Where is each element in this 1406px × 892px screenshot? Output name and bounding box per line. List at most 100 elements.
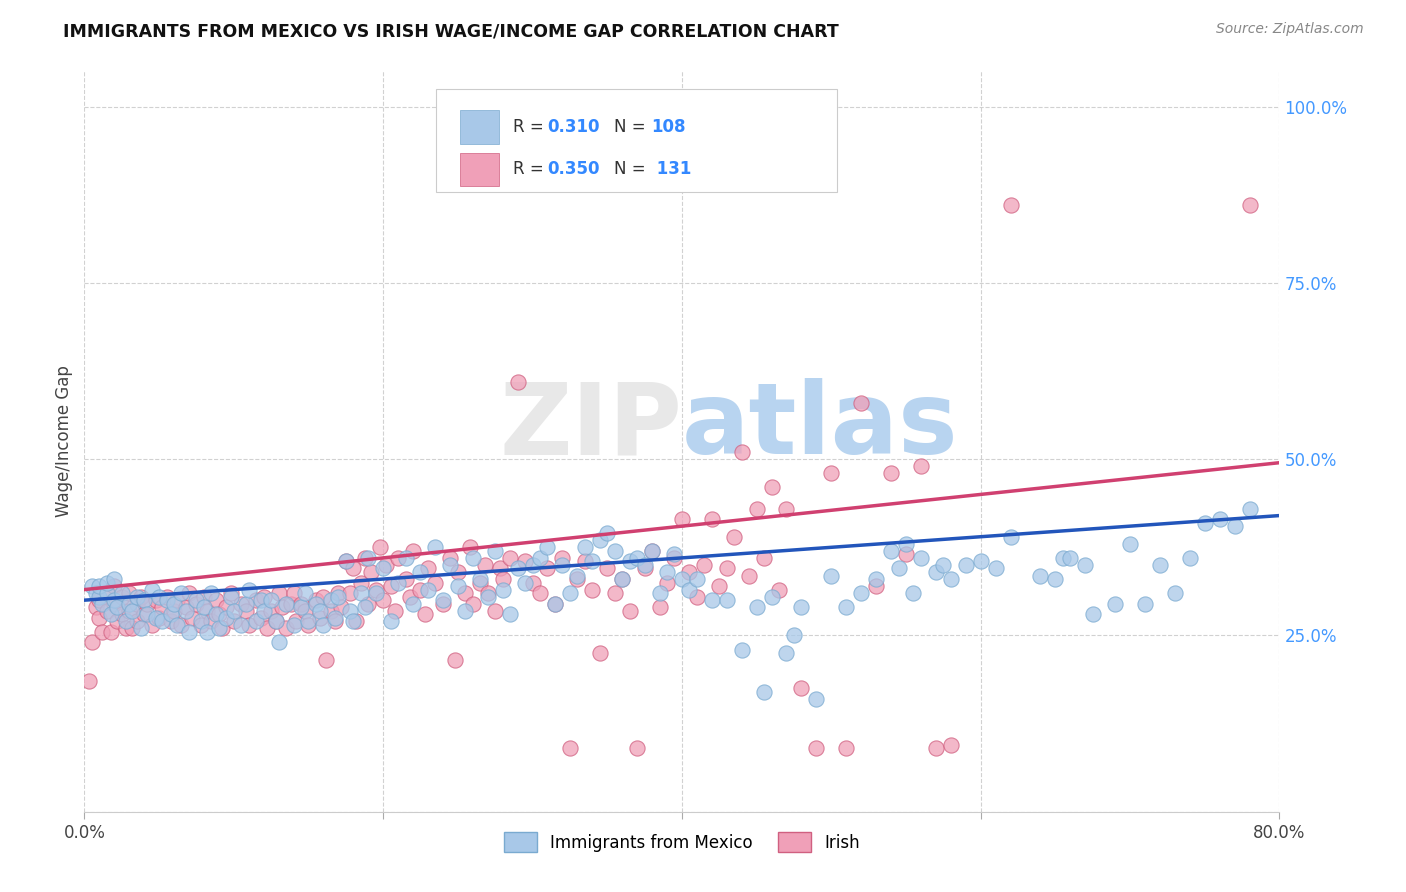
Point: [253, 604, 276, 618]
Point: [470, 572, 492, 586]
Point: [700, 593, 723, 607]
Point: [274, 597, 297, 611]
Point: [211, 621, 233, 635]
Point: [731, 445, 754, 459]
Point: [190, 615, 212, 629]
Point: [458, 541, 481, 555]
Point: [380, 579, 402, 593]
Point: [328, 586, 350, 600]
Point: [612, 572, 634, 586]
Point: [373, 593, 395, 607]
Point: [678, 565, 700, 579]
Text: atlas: atlas: [682, 378, 959, 475]
Point: [160, 615, 183, 629]
Point: [96, 586, 118, 600]
Point: [865, 579, 887, 593]
Point: [121, 621, 143, 635]
Point: [294, 586, 316, 600]
Point: [851, 396, 873, 410]
Point: [574, 554, 596, 568]
Point: [136, 597, 159, 611]
Point: [253, 590, 276, 604]
Point: [387, 550, 409, 565]
Point: [1133, 597, 1156, 611]
Point: [350, 586, 373, 600]
Point: [96, 604, 118, 618]
Point: [1239, 198, 1261, 212]
Point: [219, 590, 242, 604]
Text: N =: N =: [614, 118, 651, 136]
Point: [596, 561, 619, 575]
Point: [686, 572, 709, 586]
Point: [731, 642, 754, 657]
Point: [416, 582, 439, 597]
Point: [439, 558, 461, 572]
Point: [111, 607, 134, 622]
Point: [148, 590, 170, 604]
Point: [745, 600, 768, 615]
Point: [132, 593, 156, 607]
Point: [118, 586, 141, 600]
Point: [267, 586, 290, 600]
Point: [910, 459, 932, 474]
Point: [121, 604, 143, 618]
Point: [492, 572, 515, 586]
Point: [136, 607, 159, 622]
Point: [219, 586, 242, 600]
Point: [461, 597, 484, 611]
Point: [91, 597, 114, 611]
Point: [342, 561, 364, 575]
Legend: Immigrants from Mexico, Irish: Immigrants from Mexico, Irish: [496, 825, 868, 859]
Point: [328, 590, 350, 604]
Point: [155, 590, 177, 604]
Point: [768, 582, 790, 597]
Point: [285, 615, 308, 629]
Point: [357, 597, 380, 611]
Point: [551, 558, 574, 572]
Point: [761, 480, 783, 494]
Point: [1000, 198, 1022, 212]
Point: [118, 604, 141, 618]
Point: [461, 550, 484, 565]
Point: [186, 597, 208, 611]
Point: [111, 586, 134, 600]
Point: [447, 579, 470, 593]
Point: [484, 604, 506, 618]
Point: [384, 604, 406, 618]
Point: [544, 597, 567, 611]
Point: [932, 558, 955, 572]
Point: [181, 611, 204, 625]
Point: [103, 572, 125, 586]
Point: [716, 561, 738, 575]
Point: [238, 618, 260, 632]
Point: [641, 544, 664, 558]
Text: R =: R =: [513, 161, 550, 178]
Text: 131: 131: [651, 161, 692, 178]
Text: ZIP: ZIP: [499, 378, 682, 475]
Point: [166, 593, 188, 607]
Point: [357, 550, 380, 565]
Point: [447, 565, 470, 579]
Point: [603, 586, 626, 600]
Point: [342, 615, 364, 629]
Text: Source: ZipAtlas.com: Source: ZipAtlas.com: [1216, 22, 1364, 37]
Point: [387, 575, 409, 590]
Point: [249, 593, 271, 607]
Point: [177, 586, 200, 600]
Point: [835, 600, 858, 615]
Point: [603, 544, 626, 558]
Point: [86, 586, 108, 600]
Point: [89, 611, 111, 625]
Point: [297, 618, 319, 632]
Point: [80, 579, 103, 593]
Point: [790, 681, 813, 696]
Point: [222, 615, 245, 629]
Text: R =: R =: [513, 118, 550, 136]
Point: [558, 586, 581, 600]
Point: [360, 565, 382, 579]
Point: [170, 618, 193, 632]
Point: [290, 600, 312, 615]
Point: [925, 565, 948, 579]
Point: [91, 624, 114, 639]
Point: [612, 572, 634, 586]
